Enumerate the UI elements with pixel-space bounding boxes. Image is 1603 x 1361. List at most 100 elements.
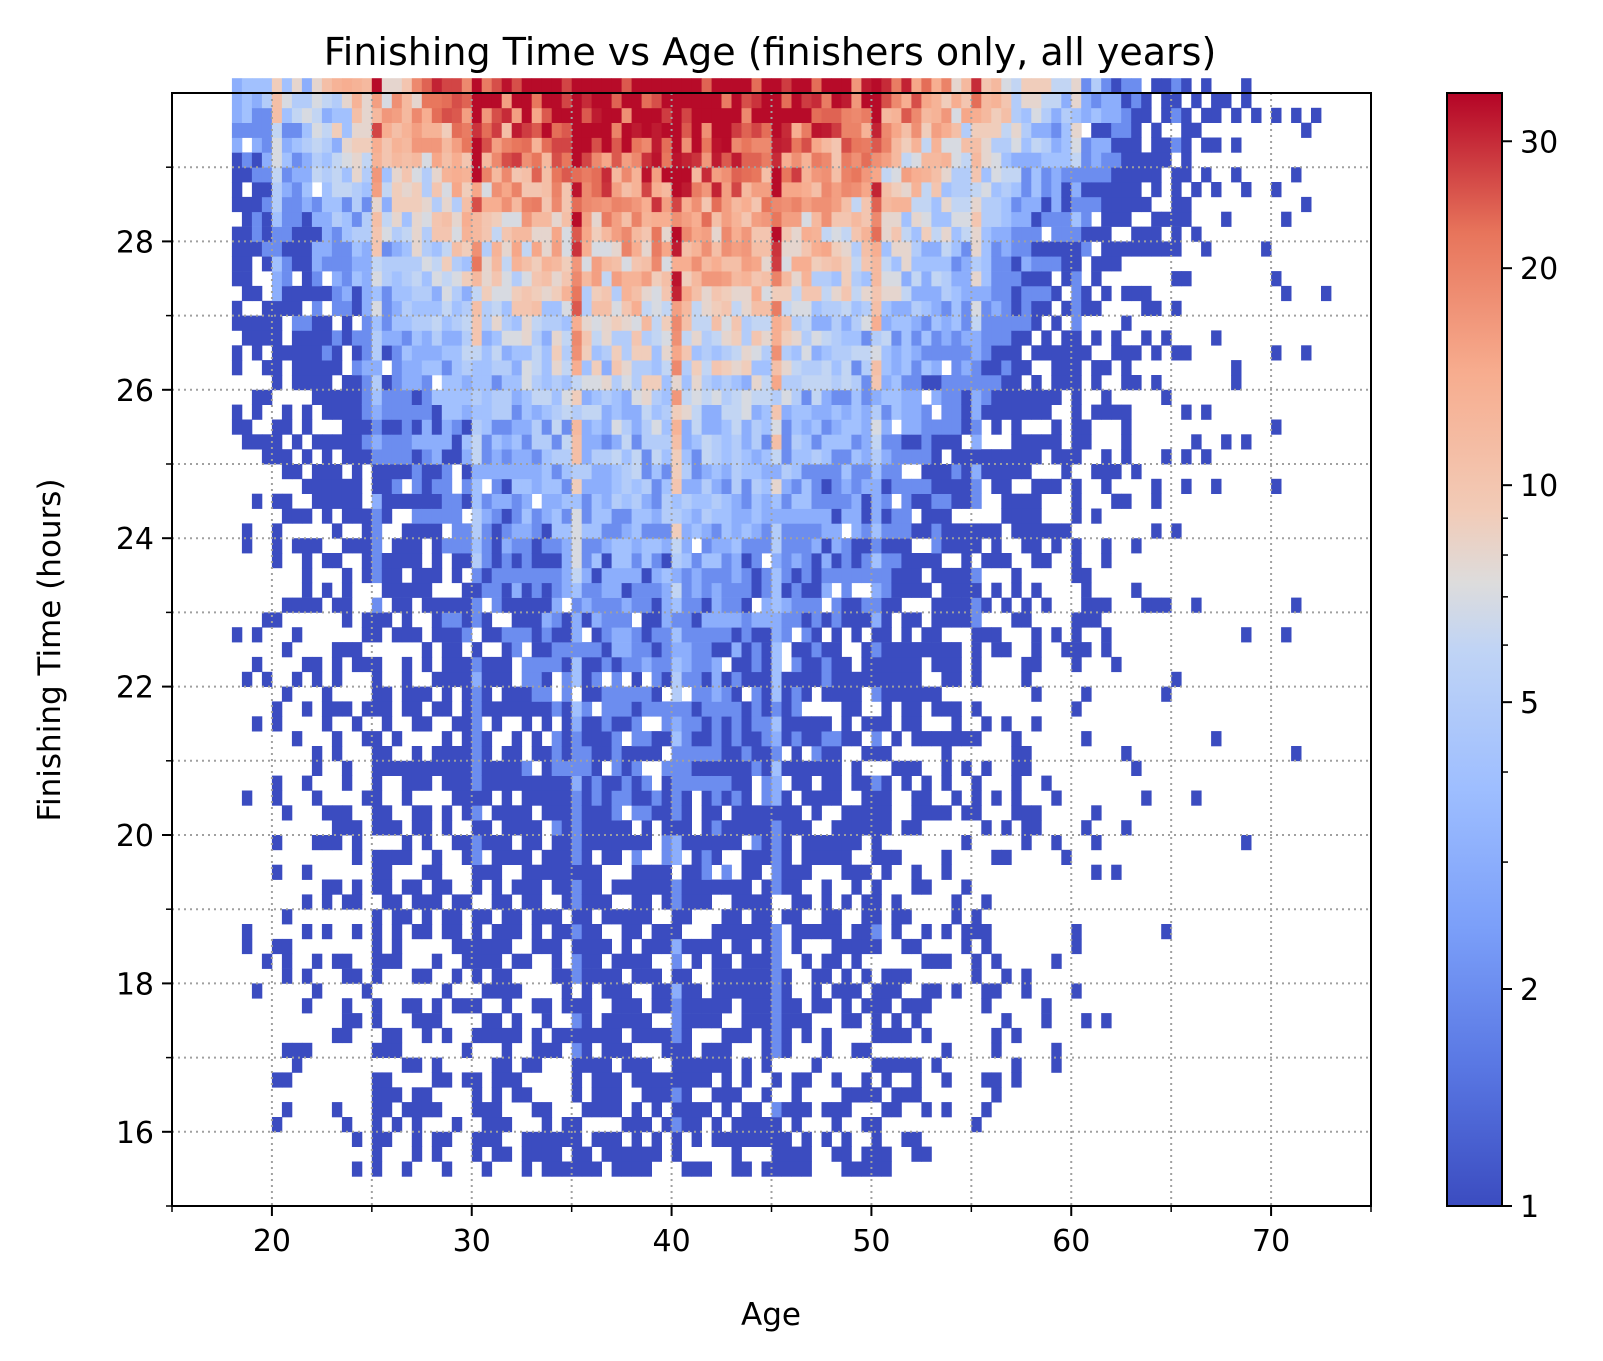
heatmap-cell xyxy=(581,345,593,361)
heatmap-cell xyxy=(531,879,543,895)
heatmap-cell xyxy=(681,582,692,598)
heatmap-cell xyxy=(241,152,253,168)
heatmap-cell xyxy=(721,686,732,702)
heatmap-cell xyxy=(491,137,503,153)
heatmap-cell xyxy=(871,835,882,851)
heatmap-cell xyxy=(1131,122,1142,138)
heatmap-cell xyxy=(481,211,493,227)
heatmap-cell xyxy=(251,404,263,420)
heatmap-cell xyxy=(1191,434,1202,450)
heatmap-cell xyxy=(881,523,892,539)
heatmap-cell xyxy=(901,627,912,643)
heatmap-cell xyxy=(401,315,413,331)
heatmap-cell xyxy=(641,107,652,123)
heatmap-cell xyxy=(241,671,253,687)
heatmap-cell xyxy=(741,449,752,465)
heatmap-cell xyxy=(331,122,343,138)
heatmap-cell xyxy=(551,478,563,494)
heatmap-cell xyxy=(581,478,593,494)
heatmap-cell xyxy=(1021,538,1032,554)
heatmap-cell xyxy=(601,1057,612,1073)
heatmap-cell xyxy=(661,122,672,138)
colorbar-tick-label: 20 xyxy=(1520,252,1558,287)
heatmap-cell xyxy=(411,716,423,732)
heatmap-cell xyxy=(821,894,832,910)
heatmap-cell xyxy=(501,567,513,584)
heatmap-cell xyxy=(461,285,473,302)
heatmap-cell xyxy=(371,404,383,420)
heatmap-cell xyxy=(571,300,583,316)
heatmap-cell xyxy=(571,196,583,213)
heatmap-cell xyxy=(981,449,992,465)
heatmap-cell xyxy=(1121,419,1132,435)
heatmap-cell xyxy=(291,93,303,109)
heatmap-cell xyxy=(451,137,463,153)
heatmap-cell xyxy=(421,419,433,435)
heatmap-cell xyxy=(721,360,732,376)
heatmap-cell xyxy=(571,167,583,183)
heatmap-cell xyxy=(1091,256,1102,272)
heatmap-cell xyxy=(321,122,333,138)
heatmap-cell xyxy=(771,1013,782,1029)
heatmap-cell xyxy=(601,1042,612,1058)
heatmap-cell xyxy=(811,553,822,569)
heatmap-cell xyxy=(791,701,802,717)
heatmap-cell xyxy=(981,820,992,836)
heatmap-cell xyxy=(651,315,662,331)
heatmap-cell xyxy=(601,508,612,524)
heatmap-cell xyxy=(761,1161,772,1177)
heatmap-cell xyxy=(771,211,782,227)
heatmap-cell xyxy=(611,820,622,836)
heatmap-cell xyxy=(291,330,303,346)
heatmap-cell xyxy=(641,434,652,450)
heatmap-cell xyxy=(891,464,902,480)
heatmap-cell xyxy=(511,686,523,702)
heatmap-cell xyxy=(811,998,822,1014)
heatmap-cell xyxy=(581,375,593,391)
heatmap-cell xyxy=(551,775,563,791)
heatmap-cell xyxy=(1031,404,1042,420)
heatmap-cell xyxy=(1071,553,1082,569)
heatmap-cell xyxy=(711,805,722,821)
heatmap-cell xyxy=(731,924,742,940)
heatmap-cell xyxy=(761,612,772,628)
heatmap-cell xyxy=(471,196,483,213)
heatmap-cell xyxy=(581,924,593,940)
heatmap-cell xyxy=(851,553,862,569)
heatmap-cell xyxy=(1011,1057,1022,1073)
heatmap-cell xyxy=(1001,464,1012,480)
heatmap-cell xyxy=(501,107,513,123)
heatmap-cell xyxy=(831,330,842,346)
heatmap-cell xyxy=(821,775,832,791)
heatmap-cell xyxy=(761,196,772,213)
heatmap-cell xyxy=(591,137,602,153)
heatmap-cell xyxy=(1211,731,1222,747)
heatmap-cell xyxy=(371,1042,383,1058)
heatmap-cell xyxy=(1101,107,1112,123)
heatmap-cell xyxy=(571,909,583,925)
heatmap-cell xyxy=(481,434,493,450)
heatmap-cell xyxy=(871,582,882,598)
heatmap-cell xyxy=(471,538,483,554)
heatmap-cell xyxy=(1101,478,1112,494)
heatmap-cell xyxy=(741,360,752,376)
heatmap-cell xyxy=(691,375,702,391)
heatmap-cell xyxy=(451,656,463,673)
heatmap-cell xyxy=(1001,241,1012,257)
heatmap-cell xyxy=(791,760,802,776)
heatmap-cell xyxy=(611,1102,622,1118)
heatmap-cell xyxy=(581,760,593,776)
heatmap-cell xyxy=(331,671,343,687)
heatmap-cell xyxy=(601,404,612,420)
heatmap-cell xyxy=(421,389,433,405)
heatmap-cell xyxy=(911,820,922,836)
y-tick-label: 20 xyxy=(116,819,154,854)
heatmap-cell xyxy=(291,256,303,272)
heatmap-cells xyxy=(231,78,1332,1177)
heatmap-cell xyxy=(791,137,802,153)
heatmap-cell xyxy=(601,360,612,376)
heatmap-cell xyxy=(541,330,553,346)
heatmap-cell xyxy=(501,345,513,361)
heatmap-cell xyxy=(611,1027,622,1044)
heatmap-cell xyxy=(901,968,912,984)
